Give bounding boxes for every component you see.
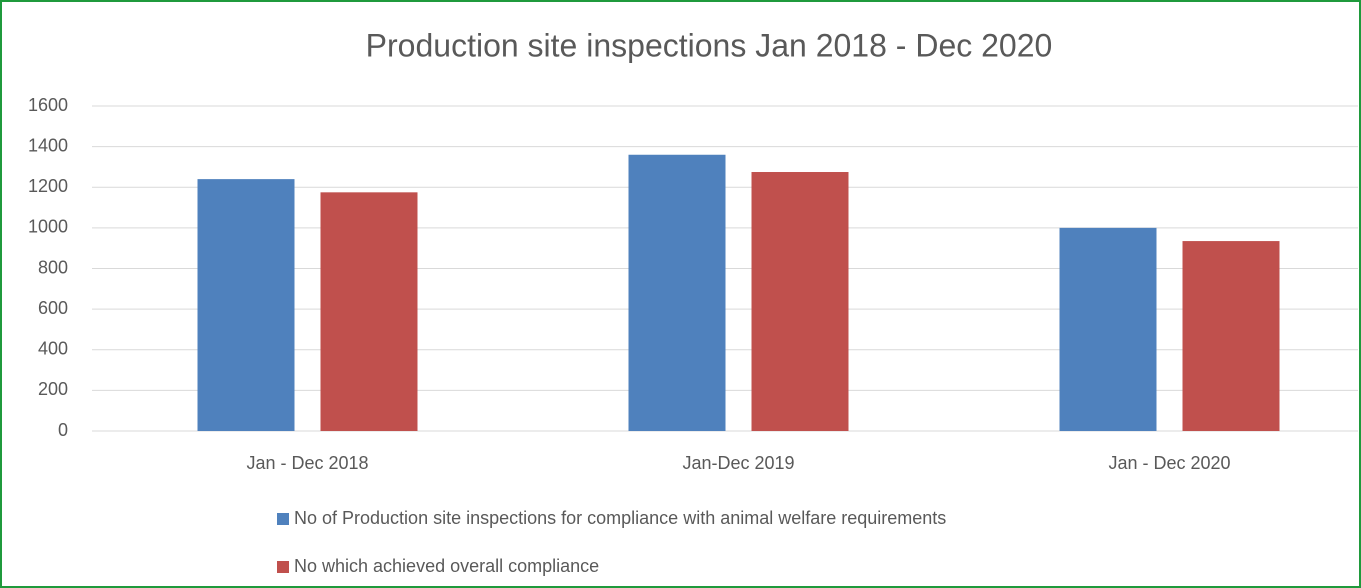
y-tick-label: 1200: [28, 176, 68, 196]
x-tick-label: Jan-Dec 2019: [682, 453, 794, 473]
legend-swatch: [277, 513, 289, 525]
bar: [197, 179, 295, 431]
y-tick-label: 600: [38, 298, 68, 318]
y-tick-label: 1000: [28, 217, 68, 237]
x-tick-label: Jan - Dec 2018: [246, 453, 368, 473]
legend-swatch: [277, 561, 289, 573]
y-tick-label: 800: [38, 257, 68, 277]
y-tick-label: 1600: [28, 95, 68, 115]
bar: [1182, 241, 1280, 431]
legend-label: No which achieved overall compliance: [294, 556, 599, 576]
legend-label: No of Production site inspections for co…: [294, 508, 946, 528]
bar: [320, 192, 418, 431]
x-tick-label: Jan - Dec 2020: [1108, 453, 1230, 473]
chart-title: Production site inspections Jan 2018 - D…: [366, 27, 1053, 63]
bar: [751, 172, 849, 431]
y-tick-label: 1400: [28, 135, 68, 155]
y-tick-label: 0: [58, 420, 68, 440]
y-tick-label: 400: [38, 339, 68, 359]
bar: [628, 154, 726, 431]
bar: [1059, 227, 1157, 431]
y-tick-label: 200: [38, 379, 68, 399]
